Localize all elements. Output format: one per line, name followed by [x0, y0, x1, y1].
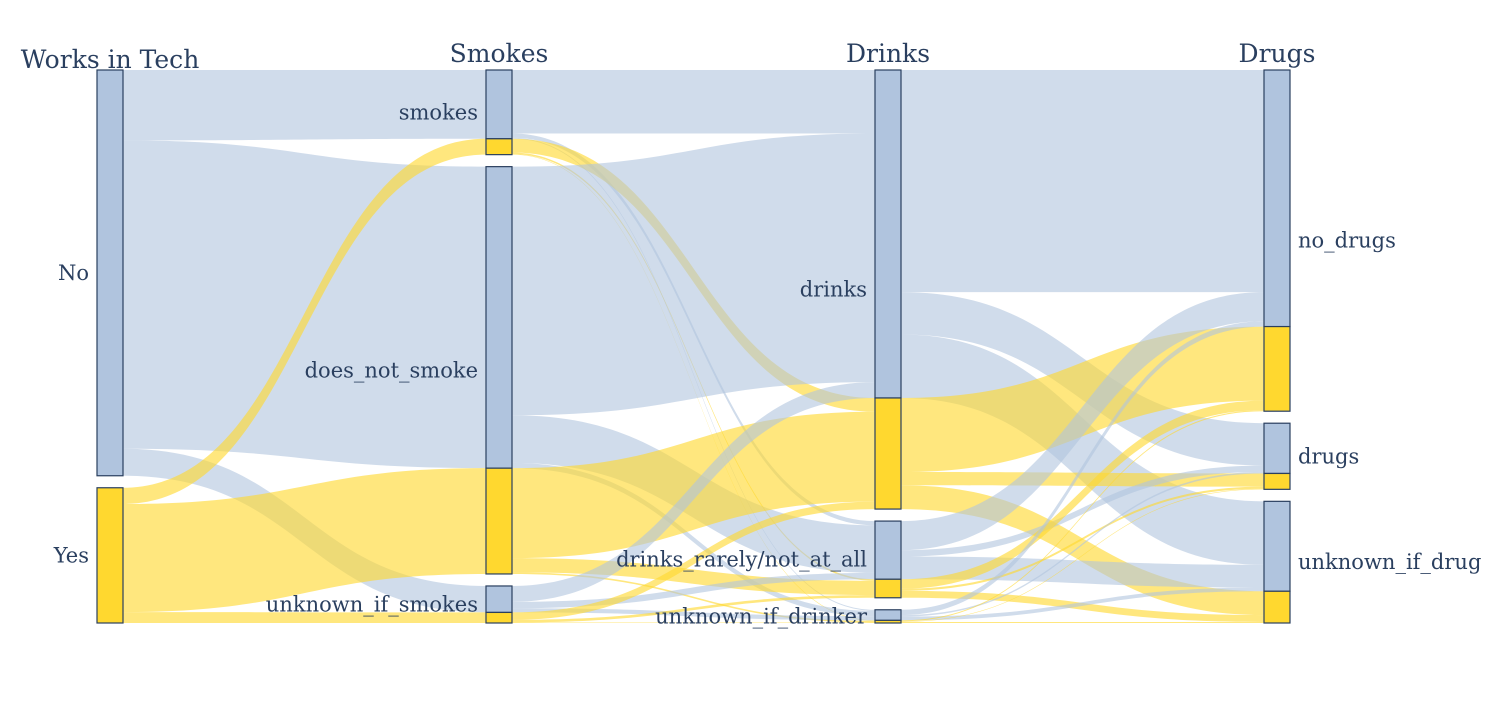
- category-label-no: No: [58, 261, 89, 285]
- category-bar-no-drugs-no-segment[interactable]: [1263, 69, 1291, 328]
- category-bar-drinks-rarely-not-at-all-yes-segment[interactable]: [874, 578, 902, 599]
- category-bar-no-drugs-yes-segment[interactable]: [1263, 325, 1291, 412]
- ribbon-no-to-does-not-smoke-no[interactable]: [123, 140, 486, 469]
- category-bar-drugs-yes-segment[interactable]: [1263, 472, 1291, 490]
- ribbon-unknown-if-smokes-to-drinks-rarely-not-at-all-yes[interactable]: [512, 595, 875, 623]
- category-label-drugs: drugs: [1298, 444, 1359, 468]
- category-bar-drugs-no-segment[interactable]: [1263, 422, 1291, 475]
- category-bar-does-not-smoke-yes-segment[interactable]: [485, 467, 513, 575]
- category-bar-drinks-yes-segment[interactable]: [874, 397, 902, 510]
- ribbon-yes-to-unknown-if-smokes-yes[interactable]: [123, 612, 486, 623]
- category-label-drinks-rarely-not-at-all: drinks_rarely/not_at_all: [616, 547, 867, 571]
- ribbon-does-not-smoke-to-unknown-if-drinker-yes[interactable]: [512, 572, 875, 623]
- ribbons-layer: [123, 70, 1264, 623]
- ribbon-unknown-if-drinker-to-drugs-yes[interactable]: [901, 488, 1264, 622]
- category-bar-does-not-smoke-no-segment[interactable]: [485, 166, 513, 469]
- ribbon-drinks-rarely-not-at-all-to-no-drugs-no[interactable]: [901, 292, 1264, 551]
- dimension-title-smokes[interactable]: Smokes: [450, 39, 549, 68]
- ribbon-unknown-if-drinker-to-unknown-if-drug-no[interactable]: [901, 587, 1264, 621]
- ribbon-does-not-smoke-to-unknown-if-drinker-no[interactable]: [512, 462, 875, 617]
- category-bar-unknown-if-drug-yes-segment[interactable]: [1263, 590, 1291, 624]
- ribbon-unknown-if-smokes-to-drinks-rarely-not-at-all-no[interactable]: [512, 572, 875, 609]
- category-label-no-drugs: no_drugs: [1298, 229, 1396, 253]
- ribbon-yes-to-does-not-smoke-yes[interactable]: [123, 468, 486, 613]
- category-label-smokes: smokes: [399, 100, 478, 124]
- category-bar-drinks-no-segment[interactable]: [874, 69, 902, 399]
- ribbon-drinks-rarely-not-at-all-to-drugs-no[interactable]: [901, 465, 1264, 557]
- dimension-title-drinks[interactable]: Drinks: [846, 39, 930, 68]
- dimension-title-drugs[interactable]: Drugs: [1239, 39, 1316, 68]
- category-bar-yes-yes-segment[interactable]: [96, 487, 124, 624]
- ribbon-unknown-if-smokes-to-unknown-if-drinker-no[interactable]: [512, 608, 875, 621]
- category-bar-drinks-rarely-not-at-all-no-segment[interactable]: [874, 520, 902, 580]
- category-label-unknown-if-drug: unknown_if_drug: [1298, 550, 1481, 574]
- ribbon-drinks-rarely-not-at-all-to-drugs-yes[interactable]: [901, 486, 1264, 591]
- ribbon-unknown-if-smokes-to-unknown-if-drinker-yes[interactable]: [512, 622, 875, 623]
- ribbon-drinks-rarely-not-at-all-to-unknown-if-drug-no[interactable]: [901, 556, 1264, 588]
- category-bar-unknown-if-smokes-no-segment[interactable]: [485, 585, 513, 614]
- ribbon-smokes-to-drinks-no[interactable]: [512, 70, 875, 134]
- ribbon-unknown-if-drinker-to-no-drugs-yes[interactable]: [901, 410, 1264, 622]
- category-label-does-not-smoke: does_not_smoke: [305, 358, 478, 382]
- ribbon-does-not-smoke-to-drinks-no[interactable]: [512, 133, 875, 416]
- ribbon-drinks-to-no-drugs-no[interactable]: [901, 70, 1264, 293]
- ribbon-yes-to-smokes-yes[interactable]: [123, 138, 486, 504]
- category-bar-no-no-segment[interactable]: [96, 69, 124, 477]
- category-bar-unknown-if-smokes-yes-segment[interactable]: [485, 611, 513, 624]
- category-bars-layer: [96, 69, 1291, 624]
- category-bar-unknown-if-drinker-no-segment[interactable]: [874, 609, 902, 621]
- category-bar-smokes-yes-segment[interactable]: [485, 138, 513, 156]
- category-label-unknown-if-drinker: unknown_if_drinker: [655, 604, 868, 628]
- labels-layer: Works in Tech Smokes Drinks Drugs No Yes smoke…: [21, 39, 1482, 628]
- category-bar-smokes-no-segment[interactable]: [485, 69, 513, 140]
- ribbon-no-to-smokes-no[interactable]: [123, 70, 486, 141]
- dimension-title-works-in-tech[interactable]: Works in Tech: [21, 45, 200, 74]
- ribbon-unknown-if-drinker-to-no-drugs-no[interactable]: [901, 321, 1264, 616]
- category-bar-unknown-if-drug-no-segment[interactable]: [1263, 500, 1291, 592]
- category-label-yes: Yes: [53, 543, 89, 567]
- category-label-unknown-if-smokes: unknown_if_smokes: [266, 592, 478, 616]
- category-bar-unknown-if-drinker-yes-segment[interactable]: [874, 619, 902, 624]
- category-label-drinks: drinks: [800, 278, 867, 302]
- ribbon-unknown-if-drinker-to-drugs-no[interactable]: [901, 471, 1264, 617]
- ribbon-unknown-if-smokes-to-drinks-yes[interactable]: [512, 501, 875, 620]
- ribbon-drinks-rarely-not-at-all-to-no-drugs-yes[interactable]: [901, 400, 1264, 589]
- ribbon-unknown-if-smokes-to-drinks-no[interactable]: [512, 382, 875, 602]
- ribbon-drinks-to-no-drugs-yes[interactable]: [901, 326, 1264, 473]
- ribbon-unknown-if-drinker-to-unknown-if-drug-yes[interactable]: [901, 621, 1264, 623]
